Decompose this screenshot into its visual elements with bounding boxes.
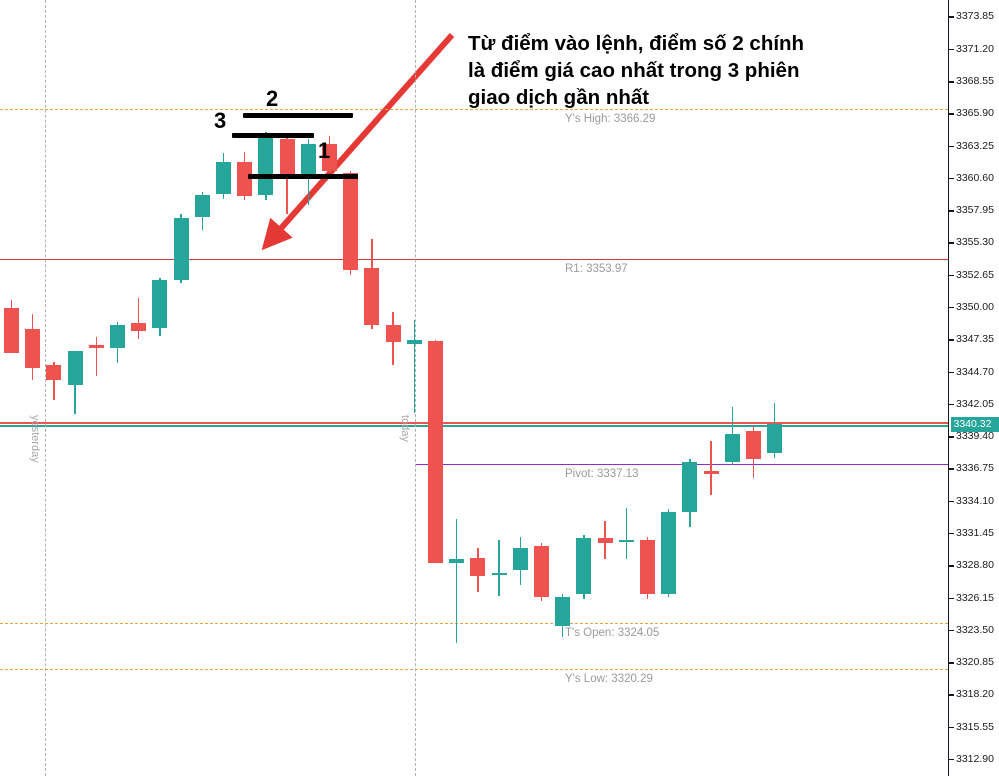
price-axis-tick: 3344.70 bbox=[949, 366, 994, 378]
price-axis-tick: 3326.15 bbox=[949, 592, 994, 604]
price-axis-tick: 3331.45 bbox=[949, 527, 994, 539]
price-axis-tick: 3323.50 bbox=[949, 624, 994, 636]
price-axis-tick: 3363.25 bbox=[949, 140, 994, 152]
price-axis-tick: 3373.85 bbox=[949, 10, 994, 22]
session-divider-yesterday bbox=[45, 0, 46, 776]
reference-line-label-ys-high: Y's High: 3366.29 bbox=[565, 112, 656, 125]
candle-wick bbox=[455, 518, 458, 644]
ask-line bbox=[0, 422, 948, 424]
candle-body bbox=[576, 538, 592, 595]
bid-line bbox=[0, 424, 948, 427]
candle-body bbox=[512, 548, 528, 571]
candle-body bbox=[661, 511, 677, 595]
price-axis-tick: 3352.65 bbox=[949, 269, 994, 281]
candle-body bbox=[640, 539, 655, 595]
price-axis-tick: 3368.55 bbox=[949, 75, 994, 87]
marker-2-line bbox=[243, 113, 353, 119]
candle-body bbox=[724, 433, 740, 462]
candle-body bbox=[173, 218, 189, 281]
candle-body bbox=[703, 471, 719, 474]
candle-body bbox=[300, 143, 316, 175]
candle-body bbox=[258, 137, 274, 195]
candle-body bbox=[428, 341, 443, 563]
price-axis-tick: 3312.90 bbox=[949, 753, 994, 765]
candle-wick bbox=[625, 507, 628, 560]
price-axis-tick: 3318.20 bbox=[949, 688, 994, 700]
candle-body bbox=[534, 545, 549, 597]
chart-plot-area[interactable]: Y's High: 3366.29 R1: 3353.97 Pivot: 3337.… bbox=[0, 0, 948, 776]
current-price-badge: 3340.32 bbox=[950, 417, 999, 433]
candle-body bbox=[385, 325, 401, 343]
candle-body bbox=[597, 538, 613, 544]
candle-body bbox=[746, 431, 761, 460]
candle-wick bbox=[95, 337, 98, 377]
callout-text: Từ điểm vào lệnh, điểm số 2 chính là điể… bbox=[468, 32, 805, 110]
session-label-yesterday: yesterday bbox=[29, 415, 41, 463]
candle-body bbox=[131, 322, 147, 332]
price-axis-tick: 3334.10 bbox=[949, 495, 994, 507]
candle-wick bbox=[413, 320, 416, 413]
price-axis-tick: 3360.60 bbox=[949, 172, 994, 184]
reference-line-label-pivot: Pivot: 3337.13 bbox=[565, 467, 639, 480]
reference-line-label-ys-low: Y's Low: 3320.29 bbox=[565, 672, 653, 685]
price-axis-tick: 3315.55 bbox=[949, 721, 994, 733]
price-axis-tick: 3365.90 bbox=[949, 107, 994, 119]
candle-body bbox=[767, 423, 783, 454]
reference-line-label-r1: R1: 3353.97 bbox=[565, 262, 628, 275]
price-axis-tick: 3320.85 bbox=[949, 656, 994, 668]
candle-body bbox=[491, 572, 507, 575]
price-axis-tick: 3350.00 bbox=[949, 301, 994, 313]
candle-body bbox=[343, 172, 359, 271]
candle-body bbox=[322, 143, 337, 171]
price-axis-tick: 3357.95 bbox=[949, 204, 994, 216]
price-axis-tick: 3355.30 bbox=[949, 236, 994, 248]
reference-line-label-ts-open: T's Open: 3324.05 bbox=[565, 627, 660, 640]
price-axis-tick: 3347.35 bbox=[949, 333, 994, 345]
marker-3-line bbox=[232, 132, 314, 138]
entry-arrow bbox=[261, 33, 455, 251]
marker-3-label: 3 bbox=[214, 108, 227, 133]
candle-body bbox=[279, 138, 295, 176]
price-axis-tick: 3328.80 bbox=[949, 559, 994, 571]
price-axis-tick: 3339.40 bbox=[949, 430, 994, 442]
candle-wick bbox=[710, 440, 712, 495]
candle-body bbox=[25, 328, 41, 368]
candle-body bbox=[449, 559, 465, 563]
price-axis-tick: 3342.05 bbox=[949, 398, 994, 410]
candle-body bbox=[364, 268, 380, 326]
marker-1-label: 1 bbox=[318, 138, 331, 163]
candle-wick bbox=[498, 539, 500, 596]
candle-wick bbox=[53, 361, 55, 400]
marker-1-line bbox=[248, 174, 358, 180]
price-axis-tick: 3336.75 bbox=[949, 462, 994, 474]
candle-body bbox=[406, 339, 422, 344]
candle-body bbox=[216, 162, 231, 194]
candle-body bbox=[555, 596, 571, 627]
marker-2-label: 2 bbox=[266, 86, 279, 111]
candle-body bbox=[682, 461, 698, 512]
price-axis[interactable]: 3340.32 3373.85 3371.20 3368.55 3365.90 3363… bbox=[948, 0, 999, 776]
candle-body bbox=[152, 280, 168, 328]
candle-body bbox=[470, 557, 486, 577]
candle-body bbox=[88, 344, 104, 349]
session-divider-today bbox=[415, 0, 416, 776]
candle-body bbox=[618, 539, 634, 543]
candle-body bbox=[194, 194, 210, 217]
candle-body bbox=[46, 365, 62, 381]
candle-body bbox=[237, 162, 253, 197]
candle-wick bbox=[137, 298, 140, 339]
session-label-today: today bbox=[399, 415, 411, 442]
candle-body bbox=[67, 350, 83, 385]
price-axis-tick: 3371.20 bbox=[949, 43, 994, 55]
candle-body bbox=[110, 325, 125, 349]
candle-body bbox=[4, 308, 19, 354]
